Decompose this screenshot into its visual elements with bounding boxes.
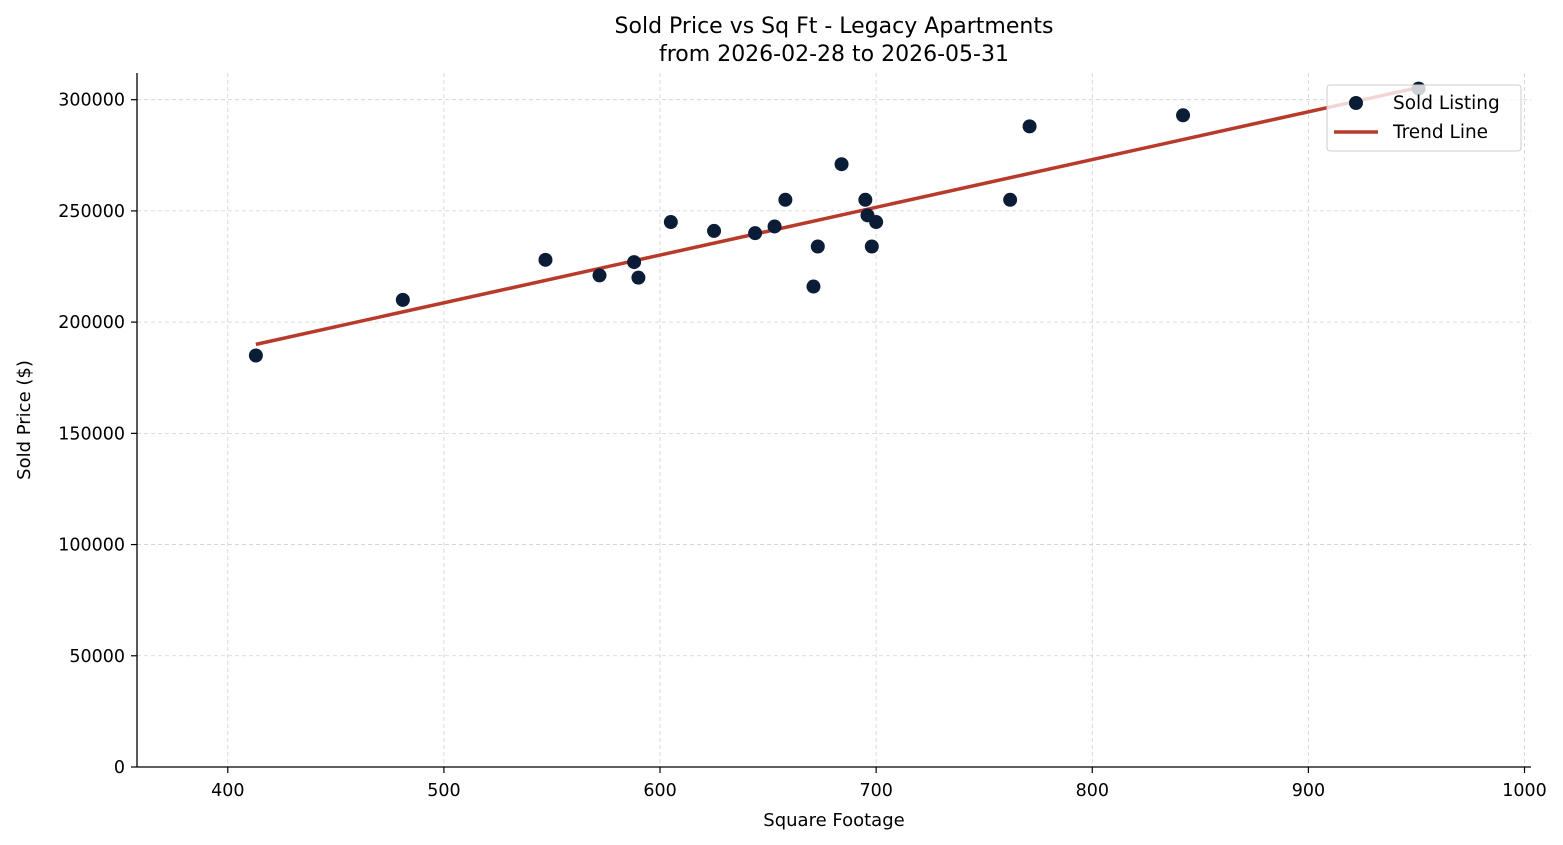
scatter-point [1003,192,1018,207]
y-tick-label: 0 [114,758,125,778]
trend-line [255,85,1419,347]
x-tick-label: 400 [211,781,244,801]
scatter-point [707,223,722,238]
scatter-point [810,239,825,254]
x-tick-label: 800 [1076,781,1109,801]
scatter-point [864,239,879,254]
y-tick-label: 100000 [58,536,125,556]
scatter-point [767,219,782,234]
grid-lines [137,73,1531,768]
y-tick-label: 250000 [58,202,125,222]
y-axis-ticks: 0 50000 100000 150000 200000 250000 300000 [58,91,137,778]
y-tick-label: 300000 [58,91,125,111]
legend-label-trend-line: Trend Line [1392,122,1488,143]
x-axis-ticks: 400 500 600 700 800 900 1000 [211,767,1547,801]
scatter-point [778,192,793,207]
legend-point-marker-icon [1349,96,1363,110]
scatter-point [538,252,553,267]
scatter-point [869,215,884,230]
x-tick-label: 700 [859,781,892,801]
y-axis-label: Sold Price ($) [14,360,35,480]
x-tick-label: 900 [1292,781,1325,801]
x-tick-label: 1000 [1502,781,1547,801]
y-tick-label: 50000 [69,647,125,667]
trend-line-group [255,85,1419,347]
scatter-point [834,157,849,172]
legend-box [1326,84,1522,152]
scatter-point [395,292,410,307]
scatter-point [631,270,646,285]
scatter-point [806,279,821,294]
scatter-point [858,192,873,207]
scatter-point [248,348,263,363]
chart-legend: Sold Listing Trend Line [1326,84,1522,152]
x-tick-label: 600 [643,781,676,801]
y-tick-label: 200000 [58,313,125,333]
y-tick-label: 150000 [58,424,125,444]
scatter-point [627,255,642,270]
scatter-point [1176,108,1191,123]
x-axis-label: Square Footage [763,810,904,831]
scatter-point [1022,119,1037,134]
x-tick-label: 500 [427,781,460,801]
chart-subtitle: from 2026-02-28 to 2026-05-31 [659,42,1009,67]
legend-label-sold-listing: Sold Listing [1393,93,1500,114]
chart-title: Sold Price vs Sq Ft - Legacy Apartments [615,14,1054,39]
scatter-points-group [248,81,1426,363]
scatter-point [748,226,763,241]
scatter-point [592,268,607,283]
scatter-point [663,215,678,230]
